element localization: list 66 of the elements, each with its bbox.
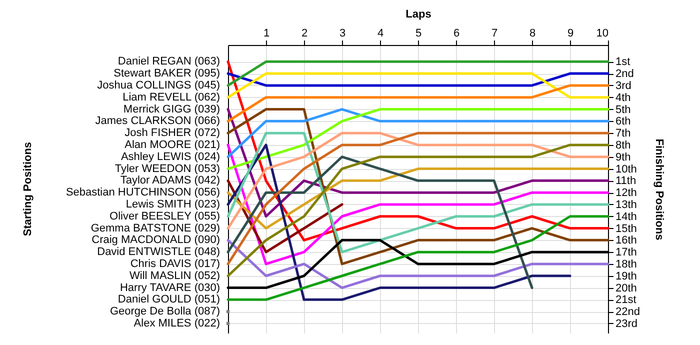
y-tick-label: 1st bbox=[616, 56, 630, 68]
y-tick-label: 15th bbox=[616, 222, 637, 235]
series-label: Daniel GOULD (051) bbox=[118, 294, 220, 306]
line-series bbox=[226, 108, 610, 170]
line-series bbox=[226, 156, 534, 290]
series-label: Lewis SMITH (023) bbox=[126, 198, 220, 210]
series-label: Liam REVELL (062) bbox=[122, 91, 220, 104]
y-tick-label: 22nd bbox=[616, 306, 640, 318]
y-tick-label: 13th bbox=[616, 198, 637, 211]
line-series bbox=[226, 108, 610, 218]
y-tick-label: 16th bbox=[616, 234, 637, 247]
text: Starting Positions bbox=[22, 142, 34, 236]
x-tick-label: 9 bbox=[567, 28, 574, 40]
series-label: Tyler WEEDON (053) bbox=[114, 162, 220, 175]
series-label: Sebastian HUTCHINSON (056) bbox=[66, 186, 220, 199]
y-tick-label: 18th bbox=[616, 258, 637, 270]
x-tick-label: 4 bbox=[377, 28, 384, 40]
series-label: Ashley LEWIS (024) bbox=[120, 150, 220, 163]
y-tick-label: 23rd bbox=[616, 318, 638, 330]
y-tick-label: 10th bbox=[616, 163, 637, 176]
y-tick-label: 12th bbox=[616, 187, 637, 200]
series-label: Alan MOORE (021) bbox=[124, 138, 220, 151]
series-label: Stewart BAKER (095) bbox=[114, 68, 220, 80]
y-tick-label: 11th bbox=[616, 175, 636, 188]
y-tick-label: 9th bbox=[616, 151, 631, 164]
series-label: Harry TAVARE (030) bbox=[120, 282, 220, 294]
series-label: Chris DAVIS (017) bbox=[130, 258, 220, 270]
series-label: George De Bolla (087) bbox=[110, 306, 220, 318]
x-tick-label: 1 bbox=[263, 28, 270, 40]
x-tick-label: 6 bbox=[453, 28, 460, 40]
x-tick-label: 10 bbox=[596, 28, 608, 40]
series-label: Taylor ADAMS (042) bbox=[120, 174, 220, 187]
x-tick-label: 2 bbox=[301, 28, 308, 40]
x-tick-label: 7 bbox=[491, 28, 498, 40]
x-tick-label: 3 bbox=[339, 28, 346, 40]
line-series bbox=[226, 132, 610, 230]
y-tick-label: 5th bbox=[616, 104, 631, 116]
y-tick-label: 20th bbox=[616, 282, 637, 294]
series-label: Gemma BATSTONE (029) bbox=[90, 222, 220, 234]
x-tick-label: 5 bbox=[415, 28, 422, 40]
y-tick-label: 3rd bbox=[616, 80, 632, 92]
y-tick-label: 6th bbox=[616, 116, 631, 128]
series-label: James CLARKSON (066) bbox=[95, 115, 220, 128]
line-series bbox=[226, 168, 610, 230]
y-tick-label: 19th bbox=[616, 270, 637, 282]
y-tick-label: 2nd bbox=[616, 68, 634, 80]
x-tick-label: 8 bbox=[529, 28, 536, 40]
series-label: Alex MILES (022) bbox=[134, 317, 220, 330]
series-label: Will MASLIN (052) bbox=[130, 270, 220, 282]
series-label: David ENTWISTLE (048) bbox=[97, 246, 220, 258]
y-tick-label: 21st bbox=[616, 294, 636, 306]
x-axis-title: Laps bbox=[406, 8, 432, 20]
y-tick-label: 14th bbox=[616, 210, 637, 223]
series-label: Merrick GIGG (039) bbox=[123, 103, 220, 116]
series-label: Joshua COLLINGS (045) bbox=[97, 79, 220, 92]
series-label: Oliver BEESLEY (055) bbox=[110, 210, 220, 222]
y2-axis-title: Finishing Positions bbox=[652, 138, 665, 240]
y-tick-label: 8th bbox=[616, 139, 631, 152]
series-label: Josh FISHER (072) bbox=[124, 127, 220, 140]
y-tick-label: 4th bbox=[616, 92, 631, 104]
series-label: Craig MACDONALD (090) bbox=[92, 234, 220, 246]
line-series bbox=[226, 215, 610, 301]
line-series bbox=[226, 144, 572, 301]
y-tick-label: 7th bbox=[616, 128, 631, 140]
series-label: Daniel REGAN (063) bbox=[118, 56, 220, 68]
y-tick-label: 17th bbox=[616, 246, 637, 259]
